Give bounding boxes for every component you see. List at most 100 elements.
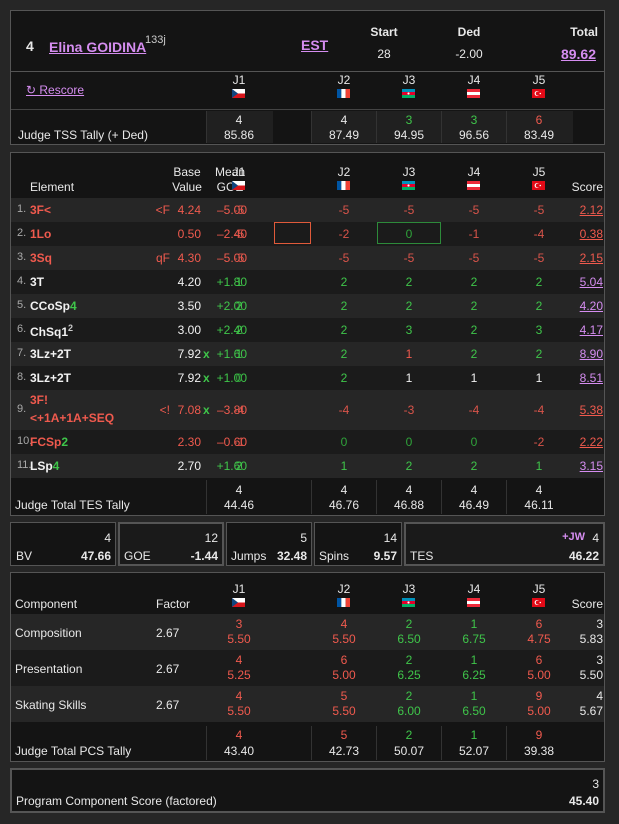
element-number: 4.: [17, 275, 27, 287]
element-score-link[interactable]: 4.17: [579, 323, 603, 337]
element-flag: <F: [155, 203, 170, 217]
pcs-judge-rank: 6: [340, 653, 348, 667]
element-score-link[interactable]: 2.15: [579, 251, 603, 265]
element-name: ChSq12: [30, 323, 74, 339]
tes-label: TES: [410, 549, 434, 563]
element-row-bg: [11, 342, 604, 366]
pcs-tally-value: 43.40: [223, 744, 255, 758]
tss-rank: 4: [340, 113, 348, 127]
skater-name-link[interactable]: Elina GOIDINA: [49, 39, 147, 55]
component-factor: 2.67: [156, 662, 180, 676]
tss-value: 87.49: [328, 128, 360, 142]
judge-goe: 2: [340, 371, 348, 385]
tss-cell: [441, 111, 508, 143]
tes-tag: +JW: [562, 531, 585, 543]
france-flag-icon: [337, 181, 350, 190]
pcs-total-value: 45.40: [568, 794, 599, 808]
element-base: 2.30: [177, 435, 201, 449]
pcs-row-bg: [11, 650, 604, 686]
pcs-judge-mark: 6.25: [397, 668, 421, 682]
tss-rank: 4: [235, 113, 243, 127]
judge-goe: 2: [235, 459, 243, 473]
element-row-bg: [11, 390, 604, 430]
spins-box: 14 Spins 9.57: [314, 522, 402, 566]
judge-goe: -5: [403, 203, 415, 217]
tes-value: 44.46: [223, 498, 255, 512]
tes-rank: 4: [340, 483, 348, 497]
judge-goe: 2: [535, 275, 543, 289]
judge-header-j1: J1: [232, 73, 246, 87]
tes-value: 46.22: [568, 549, 599, 563]
element-score-link[interactable]: 2.22: [579, 435, 603, 449]
element-goe: –5.00: [216, 203, 247, 217]
tes-cell: [441, 480, 508, 514]
judge-goe: -2: [338, 227, 350, 241]
pcs-judge-mark: 5.50: [227, 704, 251, 718]
tes-rank: 4: [405, 483, 413, 497]
element-row-bg: [11, 454, 604, 478]
element-row-bg: [11, 318, 604, 342]
element-row-bg: [11, 366, 604, 390]
austria-flag-icon: [467, 89, 480, 98]
component-score: 5.83: [579, 632, 603, 646]
judge-goe: -4: [233, 403, 245, 417]
judge-goe: 2: [535, 347, 543, 361]
pcs-judge-mark: 5.50: [332, 632, 356, 646]
element-score-link[interactable]: 8.90: [579, 347, 603, 361]
judge-goe: -1: [233, 435, 245, 449]
element-score-link[interactable]: 5.04: [579, 275, 603, 289]
azerbaijan-flag-icon: [402, 181, 415, 190]
element-score-link[interactable]: 0.38: [579, 227, 603, 241]
element-goe: –5.00: [216, 251, 247, 265]
judge-goe: 2: [470, 275, 478, 289]
element-name: 3T: [30, 275, 45, 289]
pcs-judge-rank: 4: [235, 653, 243, 667]
element-name-line2: <+1A+1A+SEQ: [30, 411, 115, 425]
judge-goe: 2: [340, 347, 348, 361]
rescore-link[interactable]: ↻ Rescore: [26, 83, 85, 97]
judge-goe: 2: [470, 459, 478, 473]
element-score-link[interactable]: 8.51: [579, 371, 603, 385]
judge-goe: -5: [233, 203, 245, 217]
divider: [11, 71, 604, 72]
jumps-label: Jumps: [231, 549, 267, 563]
element-goe: +1.80: [216, 275, 247, 289]
judge-goe: 0: [470, 435, 478, 449]
element-number: 6.: [17, 323, 27, 335]
pcs-tally-label: Judge Total PCS Tally: [15, 744, 132, 758]
tss-rank: 6: [535, 113, 543, 127]
start-value: 28: [377, 47, 391, 61]
judge-goe: 3: [535, 323, 543, 337]
austria-flag-icon: [467, 598, 480, 607]
judge-goe: -5: [533, 251, 545, 265]
judge-goe: 1: [405, 347, 413, 361]
element-goe: +1.00: [216, 371, 247, 385]
element-score-link[interactable]: 4.20: [579, 299, 603, 313]
element-level: 2: [61, 435, 69, 449]
pcs-judge-rank: 4: [340, 617, 348, 631]
element-score-link[interactable]: 5.38: [579, 403, 603, 417]
pcs-judge-mark: 6.75: [462, 632, 486, 646]
component-name: Skating Skills: [15, 698, 87, 712]
tss-value: 96.56: [458, 128, 490, 142]
judge-goe: -4: [533, 403, 545, 417]
element-score-link[interactable]: 2.12: [579, 203, 603, 217]
judge-goe: 1: [235, 347, 243, 361]
component-score: 5.67: [579, 704, 603, 718]
rank: 4: [26, 38, 34, 54]
bv-rank: 4: [104, 531, 111, 545]
tss-value: 85.86: [223, 128, 255, 142]
component-name: Composition: [15, 626, 82, 640]
total-score-link[interactable]: 89.62: [560, 46, 596, 62]
element-row-bg: [11, 294, 604, 318]
judge-goe: 2: [340, 275, 348, 289]
nation-link[interactable]: EST: [301, 37, 329, 53]
france-flag-icon: [337, 89, 350, 98]
turkey-flag-icon: [532, 598, 545, 607]
spins-rank: 14: [383, 531, 397, 545]
element-header: Element: [30, 180, 75, 194]
judge-goe: 2: [535, 299, 543, 313]
component-score-rank: 3: [596, 617, 603, 631]
element-score-link[interactable]: 3.15: [579, 459, 603, 473]
judge-header-j4: J4: [467, 582, 481, 596]
